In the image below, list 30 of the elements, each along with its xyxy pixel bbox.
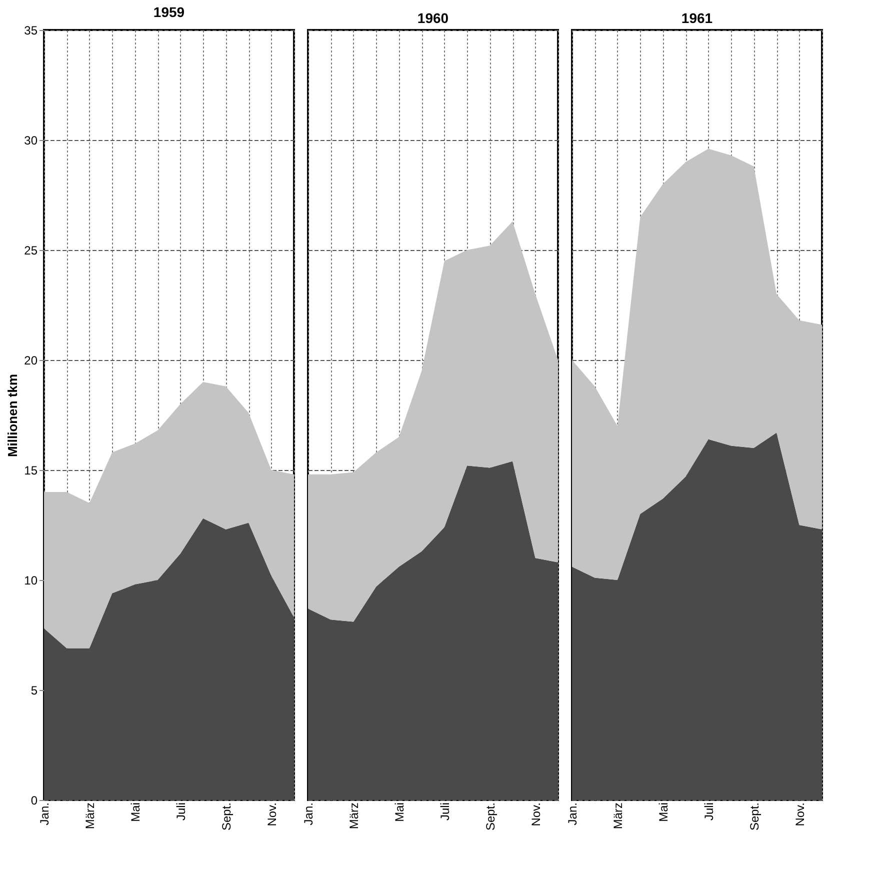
- y-tick-label: 35: [24, 24, 38, 38]
- x-tick-label: Juli: [702, 802, 716, 821]
- x-tick-label: Sept.: [747, 802, 762, 831]
- x-tick-label: März: [610, 802, 625, 830]
- x-tick-label: Juli: [438, 802, 452, 821]
- chart-title: 1959: [153, 4, 185, 20]
- x-tick-label: Mai: [128, 802, 142, 822]
- x-tick-label: Nov.: [792, 802, 807, 826]
- y-tick-label: 20: [24, 354, 38, 368]
- x-tick-label: Mai: [392, 802, 406, 822]
- x-tick-label: März: [346, 802, 361, 830]
- x-tick-label: Sept.: [483, 802, 498, 831]
- x-tick-label: Nov.: [528, 802, 543, 826]
- y-tick-label: 5: [30, 684, 38, 698]
- x-tick-label: Jan.: [302, 802, 316, 826]
- y-tick-label: 15: [24, 464, 38, 478]
- y-axis-title: Millionen tkm: [5, 374, 20, 458]
- x-tick-label: März: [82, 802, 97, 830]
- y-tick-label: 0: [30, 794, 38, 808]
- y-tick-label: 30: [24, 134, 38, 148]
- chart-title: 1961: [681, 10, 713, 26]
- chart-title: 1960: [417, 10, 449, 26]
- x-tick-label: Juli: [174, 802, 188, 821]
- x-tick-label: Mai: [656, 802, 670, 822]
- y-tick-label: 25: [24, 244, 38, 258]
- x-tick-label: Jan.: [38, 802, 52, 826]
- x-tick-label: Nov.: [264, 802, 279, 826]
- x-tick-label: Jan.: [566, 802, 580, 826]
- x-tick-label: Sept.: [219, 802, 234, 831]
- y-tick-label: 10: [24, 574, 38, 588]
